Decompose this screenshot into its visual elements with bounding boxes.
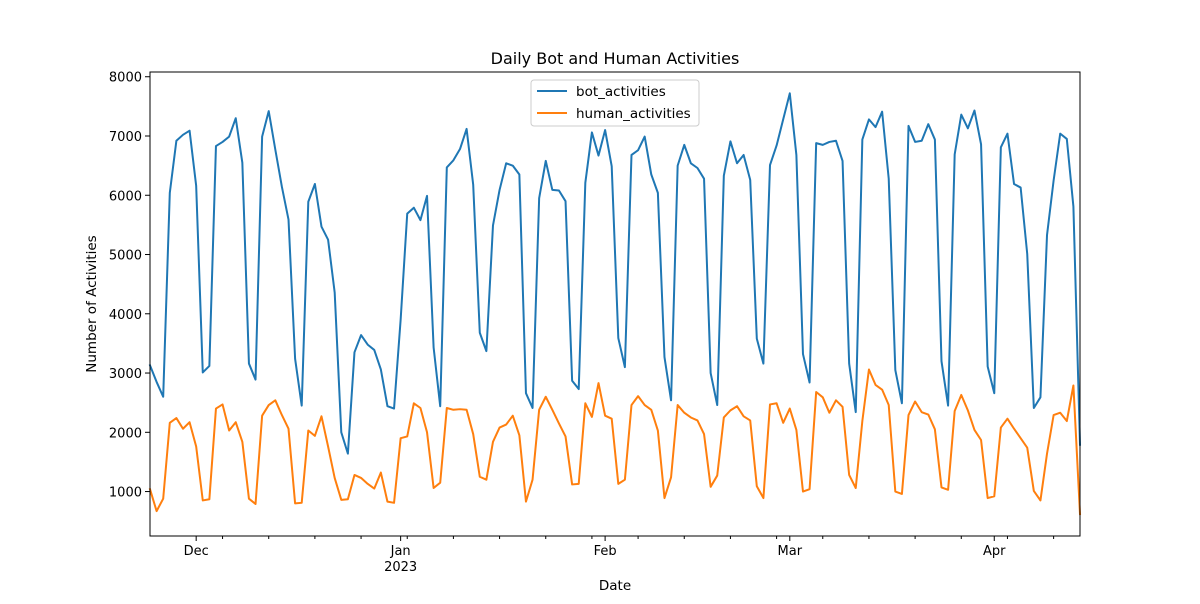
- chart-title: Daily Bot and Human Activities: [491, 49, 740, 68]
- y-tick-label: 5000: [109, 249, 142, 264]
- x-tick-label: Feb: [594, 544, 617, 559]
- y-tick-label: 8000: [109, 71, 142, 86]
- y-tick-label: 2000: [109, 426, 142, 441]
- y-axis-label: Number of Activities: [84, 235, 100, 372]
- x-tick-label: Jan: [390, 544, 411, 559]
- y-tick-label: 6000: [109, 189, 142, 204]
- y-tick-label: 1000: [109, 486, 142, 501]
- legend-label-bot-activities: bot_activities: [576, 84, 666, 100]
- x-tick-label: Dec: [184, 544, 209, 559]
- series-line-human-activities: [148, 368, 1082, 516]
- series-line-bot-activities: [148, 92, 1082, 455]
- legend-label-human-activities: human_activities: [576, 106, 691, 122]
- x-tick-label: Apr: [983, 544, 1006, 559]
- plot-frame: [149, 71, 1081, 537]
- legend-box: [530, 79, 700, 127]
- legend: bot_activities human_activities: [530, 79, 700, 127]
- y-tick-label: 4000: [109, 308, 142, 323]
- x-tick-year-label: 2023: [384, 560, 417, 575]
- series-layer: [148, 92, 1082, 516]
- y-tick-label: 7000: [109, 130, 142, 145]
- x-tick-label: Mar: [778, 544, 803, 559]
- axes-layer: 1000 2000 3000 4000 5000 6000 7000 8000 Dec Jan20…: [109, 71, 1081, 575]
- x-axis-label: Date: [599, 578, 631, 594]
- y-tick-label: 3000: [109, 367, 142, 382]
